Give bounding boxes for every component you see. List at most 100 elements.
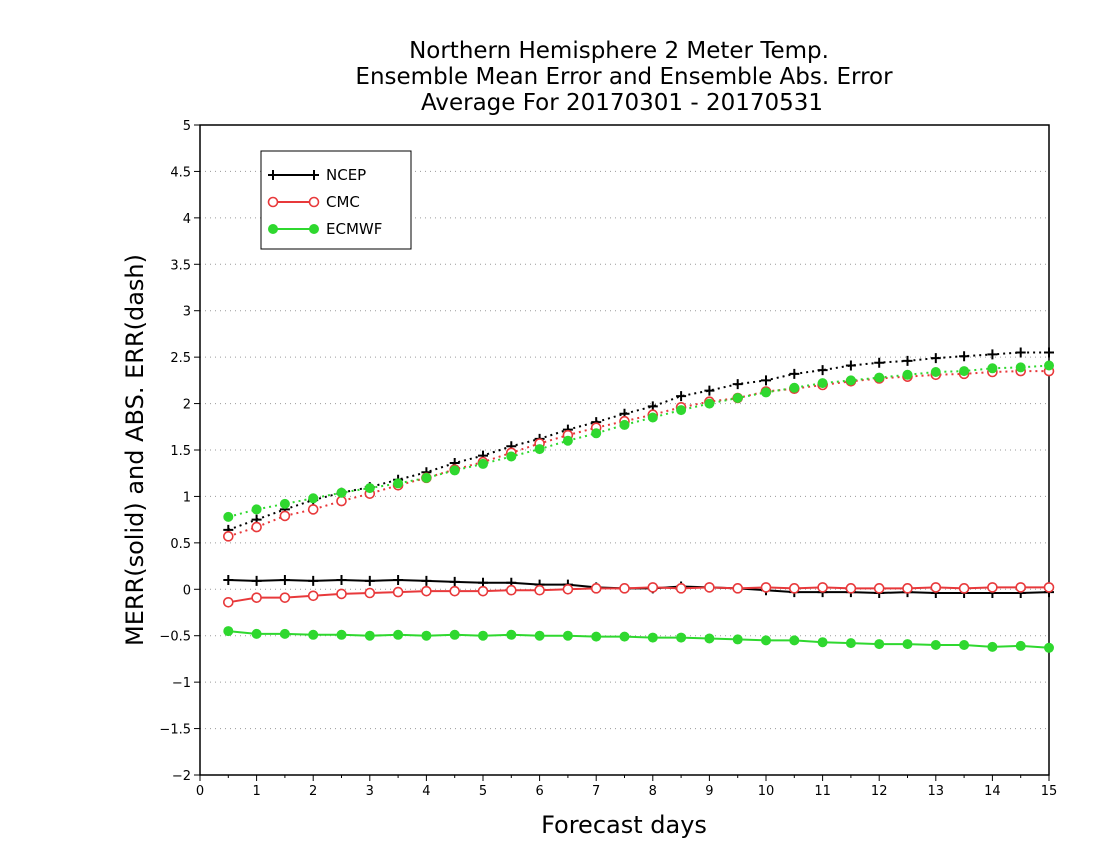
y-tick-label: 3.5 [170,258,191,273]
cmc-mean-error-point [902,583,913,594]
cmc-abs-error-line [227,370,1049,538]
ecmwf-mean-error-point [704,633,715,644]
cmc-mean-error-point [1043,582,1055,593]
x-tick-label: 11 [814,784,831,799]
ncep-mean-error-point [336,575,347,585]
ecmwf-abs-error-point [732,393,743,403]
ecmwf-mean-error-point [761,635,771,646]
x-tick-label: 2 [309,784,317,799]
ecmwf-mean-error-point [987,641,998,652]
ecmwf-abs-error-point [308,493,319,504]
ecmwf-mean-error-point [364,630,375,641]
ecmwf-abs-error-point [393,478,404,489]
ecmwf-abs-error-point [845,375,856,386]
y-tick-label: 4 [183,212,191,227]
cmc-mean-error-point [675,583,687,594]
ecmwf-mean-error-point [1015,640,1026,651]
legend-marker-cmc [267,196,279,208]
cmc-mean-error-point [505,584,517,596]
ecmwf-mean-error-point [930,640,941,650]
ecmwf-mean-error-point [1044,642,1054,653]
ecmwf-abs-error-point [534,444,545,455]
legend-box [260,150,412,250]
cmc-mean-error-point [930,582,942,593]
legend-marker-cmc [308,196,320,208]
legend-label-ncep: NCEP [326,166,366,184]
ecmwf-abs-error-point [1015,362,1026,373]
x-tick-label: 10 [758,784,775,799]
x-tick-label: 3 [366,784,374,799]
cmc-abs-error-point [307,504,319,515]
cmc-mean-error-point [534,584,545,596]
ncep-mean-error-point [223,575,234,585]
y-tick-label: −1 [172,676,191,691]
cmc-mean-error-point [364,587,376,599]
cmc-mean-error-point [449,585,461,597]
legend-marker-ecmwf [309,224,319,234]
cmc-abs-error-point [223,531,234,542]
ncep-abs-error-point [902,355,913,366]
cmc-abs-error-point [251,521,262,533]
x-tick-label: 8 [649,784,657,799]
ecmwf-abs-error-point [223,511,234,522]
cmc-abs-error-point [336,495,347,507]
ecmwf-abs-error-point [874,372,885,383]
ecmwf-abs-error-point [789,382,800,393]
chart-title: Northern Hemisphere 2 Meter Temp. Ensemb… [355,38,893,116]
cmc-abs-error-point [279,510,291,522]
ecmwf-mean-error-point [421,630,432,641]
cmc-mean-error-point [279,592,291,603]
x-tick-label: 7 [592,784,600,799]
ecmwf-abs-error-point [364,483,375,494]
ecmwf-mean-error-point [647,632,658,643]
legend: NCEP CMC ECMWF [260,150,412,250]
cmc-mean-error-point [958,583,970,594]
y-tick-label: 2.5 [170,351,191,366]
ncep-abs-error-point [959,351,970,362]
ncep-mean-error-point [279,575,290,585]
x-tick-label: 6 [535,784,543,799]
ncep-abs-error-point [987,349,998,360]
ecmwf-mean-error-point [279,628,290,639]
cmc-mean-error-point [1015,582,1027,593]
ecmwf-mean-error-point [478,630,488,641]
ecmwf-mean-error-point [789,635,800,646]
cmc-mean-error-point [817,582,828,593]
cmc-mean-error-point [223,596,234,608]
x-tick-label: 5 [479,784,487,799]
ecmwf-mean-error-point [817,637,828,648]
x-tick-label: 4 [422,784,430,799]
ecmwf-mean-error-point [676,632,687,643]
ecmwf-abs-error-point [647,412,658,423]
ecmwf-mean-error-point [534,630,545,641]
cmc-mean-error-point [987,582,998,593]
y-tick-label: 5 [183,119,191,134]
legend-label-cmc: CMC [326,193,360,211]
ncep-abs-error-point [732,379,743,390]
ecmwf-abs-error-point [562,435,573,446]
cmc-mean-error-point [336,588,347,600]
cmc-mean-error-point [732,583,744,594]
cmc-mean-error-point [760,582,772,593]
ecmwf-mean-error-point [874,639,885,650]
ecmwf-abs-error-point [478,458,488,469]
ncep-abs-error-point [930,353,941,364]
x-tick-label: 12 [871,784,888,799]
ecmwf-abs-error-point [1044,360,1054,371]
ecmwf-abs-error-point [817,378,828,389]
cmc-mean-error-point [477,585,489,597]
ecmwf-abs-error-point [336,487,347,498]
ncep-mean-error-point [421,575,432,586]
ecmwf-mean-error-point [562,630,573,641]
cmc-mean-error-point [421,585,432,597]
ncep-abs-error-point [817,365,828,376]
y-tick-label: −2 [172,769,191,784]
ecmwf-mean-error-point [619,631,630,642]
ecmwf-mean-error-point [449,629,460,640]
y-tick-label: 0 [183,583,191,598]
legend-marker-ecmwf [268,224,278,234]
plot-frame [199,124,1050,776]
cmc-mean-error-point [788,583,800,594]
series-ecmwf [223,360,1054,653]
series-lines [223,347,1055,653]
